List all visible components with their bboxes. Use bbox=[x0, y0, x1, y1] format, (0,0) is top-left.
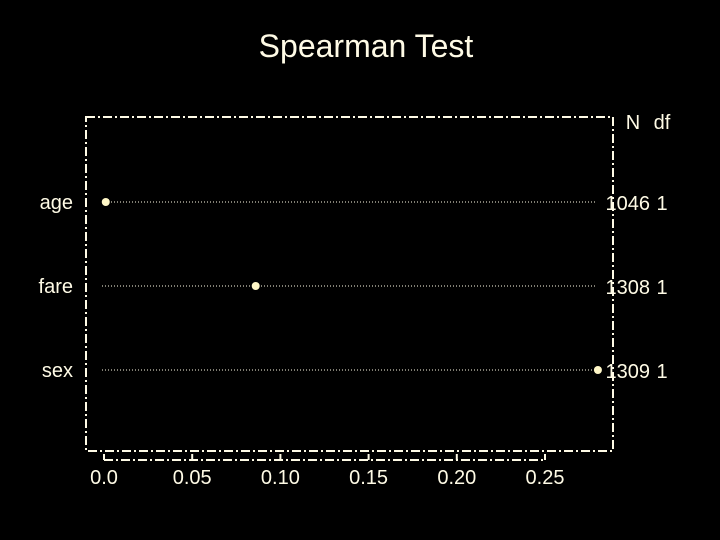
column-header-df: df bbox=[654, 112, 671, 134]
n-value: 1308 bbox=[606, 277, 651, 299]
category-label: sex bbox=[42, 360, 73, 382]
df-value: 1 bbox=[656, 361, 667, 383]
plot-frame bbox=[85, 116, 614, 452]
n-value: 1046 bbox=[606, 193, 651, 215]
column-header-n: N bbox=[626, 112, 640, 134]
x-axis: 0.0 0.05 0.10 0.15 0.20 0.25 bbox=[90, 454, 564, 489]
data-point-age bbox=[101, 198, 110, 206]
x-tick-label: 0.05 bbox=[173, 467, 212, 489]
data-point-fare bbox=[251, 282, 260, 290]
x-tick-label: 0.20 bbox=[437, 467, 476, 489]
right-column-headers: N df bbox=[626, 112, 671, 134]
x-tick-label: 0.25 bbox=[526, 467, 565, 489]
category-label: fare bbox=[39, 276, 73, 298]
x-tick-label: 0.0 bbox=[90, 467, 118, 489]
df-value: 1 bbox=[656, 193, 667, 215]
data-point-sex bbox=[593, 366, 602, 374]
chart-title: Spearman Test bbox=[259, 28, 474, 64]
df-value: 1 bbox=[656, 277, 667, 299]
row-sex: sex 1309 1 bbox=[42, 360, 668, 383]
n-value: 1309 bbox=[606, 361, 651, 383]
row-fare: fare 1308 1 bbox=[39, 276, 668, 299]
x-tick-label: 0.10 bbox=[261, 467, 300, 489]
row-age: age 1046 1 bbox=[40, 192, 668, 215]
x-tick-label: 0.15 bbox=[349, 467, 388, 489]
category-label: age bbox=[40, 192, 73, 214]
